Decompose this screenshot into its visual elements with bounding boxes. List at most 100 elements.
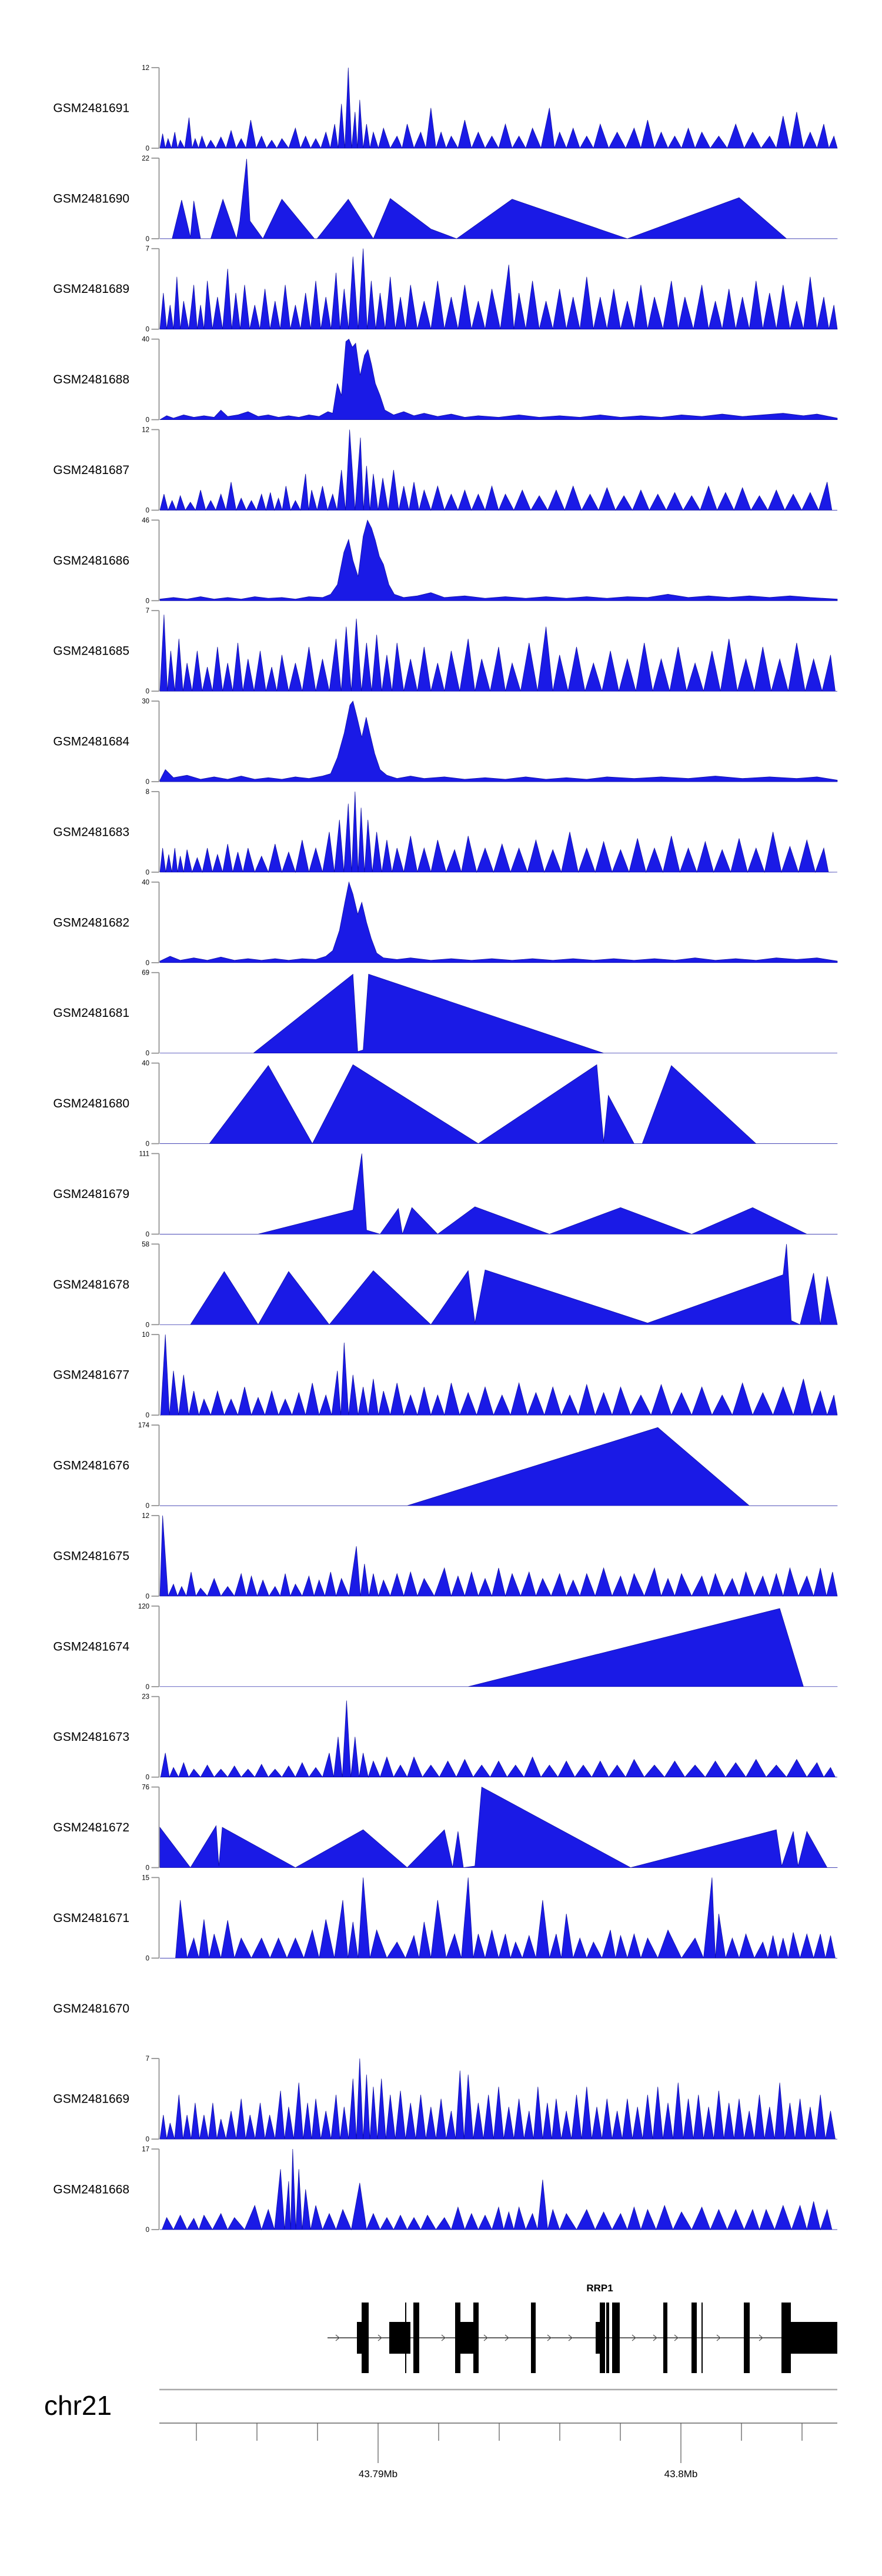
- track-label: GSM2481684: [53, 735, 129, 749]
- yaxis-zero-label: 0: [146, 1684, 149, 1691]
- track-GSM2481687: GSM2481687 12 0: [53, 426, 838, 514]
- coverage-area: [159, 339, 838, 420]
- exon-block: [791, 2322, 837, 2354]
- track-GSM2481678: GSM2481678 58 0: [53, 1241, 838, 1329]
- yaxis-zero-label: 0: [146, 326, 149, 333]
- coverage-area: [159, 1064, 838, 1144]
- track-GSM2481676: GSM2481676 174 0: [53, 1422, 838, 1510]
- coverage-area: [159, 429, 838, 511]
- track-GSM2481685: GSM2481685 7 0: [53, 608, 838, 695]
- exon-block: [606, 2303, 609, 2373]
- coverage-area: [159, 881, 838, 963]
- coverage-area: [160, 1877, 837, 1959]
- strand-arrow-icon: [568, 2334, 573, 2341]
- yaxis-zero-label: 0: [146, 507, 149, 514]
- yaxis-max-label: 17: [142, 2146, 149, 2153]
- track-label: GSM2481683: [53, 825, 129, 839]
- coverage-area: [159, 2058, 838, 2140]
- track-label: GSM2481680: [53, 1097, 129, 1110]
- track-label: GSM2481686: [53, 554, 129, 568]
- yaxis-zero-label: 0: [146, 2136, 149, 2143]
- track-label: GSM2481688: [53, 373, 129, 386]
- track-label: GSM2481691: [53, 102, 129, 115]
- yaxis-max-label: 76: [142, 1784, 149, 1791]
- track-GSM2481675: GSM2481675 12 0: [53, 1513, 838, 1600]
- track-GSM2481683: GSM2481683 8 0: [53, 789, 838, 876]
- track-label: GSM2481672: [53, 1821, 129, 1834]
- track-label: GSM2481679: [53, 1187, 129, 1201]
- strand-arrow-icon: [759, 2334, 763, 2341]
- yaxis-max-label: 8: [146, 789, 149, 796]
- yaxis-max-label: 40: [142, 1060, 149, 1067]
- exon-block: [473, 2303, 479, 2373]
- strand-arrow-icon: [716, 2334, 721, 2341]
- track-GSM2481690: GSM2481690 22 0: [53, 155, 838, 243]
- coverage-area: [159, 67, 838, 149]
- track-label: GSM2481678: [53, 1278, 129, 1292]
- track-GSM2481681: GSM2481681 69 0: [53, 970, 837, 1057]
- yaxis-max-label: 40: [142, 879, 149, 886]
- track-GSM2481669: GSM2481669 7 0: [53, 2056, 838, 2143]
- track-GSM2481679: GSM2481679 111 0: [53, 1150, 838, 1238]
- track-GSM2481671: GSM2481671 15 0: [53, 1874, 837, 1962]
- track-GSM2481689: GSM2481689 7 0: [53, 246, 838, 333]
- coverage-area: [159, 1153, 838, 1234]
- coverage-area: [159, 248, 838, 330]
- coverage-area: [159, 519, 838, 601]
- coverage-area: [159, 1334, 838, 1416]
- yaxis-zero-label: 0: [146, 1141, 149, 1148]
- coverage-area: [159, 2148, 838, 2231]
- axis-position-label: 43.8Mb: [664, 2468, 698, 2480]
- yaxis-max-label: 58: [142, 1241, 149, 1248]
- track-GSM2481672: GSM2481672 76 0: [53, 1784, 838, 1872]
- track-label: GSM2481674: [53, 1640, 129, 1653]
- track-label: GSM2481681: [53, 1006, 129, 1020]
- track-GSM2481682: GSM2481682 40 0: [53, 879, 838, 967]
- track-GSM2481684: GSM2481684 30 0: [53, 698, 838, 786]
- exon-block: [691, 2303, 697, 2373]
- coverage-area: [159, 1244, 838, 1325]
- yaxis-zero-label: 0: [146, 688, 149, 695]
- yaxis-zero-label: 0: [146, 1865, 149, 1872]
- track-label: GSM2481682: [53, 916, 129, 929]
- yaxis-zero-label: 0: [146, 1955, 149, 1962]
- coverage-area: [159, 1427, 838, 1506]
- exon-block: [389, 2322, 410, 2354]
- yaxis-zero-label: 0: [146, 145, 149, 152]
- track-label: GSM2481690: [53, 192, 129, 205]
- yaxis-max-label: 120: [138, 1603, 149, 1610]
- track-GSM2481670: GSM2481670: [53, 2002, 129, 2016]
- track-GSM2481673: GSM2481673 23 0: [53, 1694, 838, 1781]
- coverage-area: [159, 700, 838, 782]
- strand-arrow-icon: [632, 2334, 636, 2341]
- yaxis-max-label: 111: [139, 1150, 149, 1157]
- strand-arrow-icon: [505, 2334, 509, 2341]
- strand-arrow-icon: [653, 2334, 657, 2341]
- yaxis-zero-label: 0: [146, 2227, 149, 2234]
- strand-arrow-icon: [547, 2334, 552, 2341]
- track-label: GSM2481676: [53, 1459, 129, 1473]
- track-GSM2481688: GSM2481688 40 0: [53, 336, 838, 424]
- track-GSM2481691: GSM2481691 12 0: [53, 65, 838, 152]
- yaxis-max-label: 7: [146, 246, 149, 253]
- coverage-area: [159, 791, 838, 873]
- yaxis-max-label: 12: [142, 426, 149, 433]
- strand-arrow-icon: [441, 2334, 446, 2341]
- track-label: GSM2481689: [53, 282, 129, 296]
- strand-arrow-icon: [335, 2334, 340, 2341]
- track-GSM2481680: GSM2481680 40 0: [53, 1060, 838, 1148]
- track-label: GSM2481685: [53, 645, 129, 658]
- track-label: GSM2481677: [53, 1369, 129, 1382]
- strand-arrow-icon: [674, 2334, 679, 2341]
- yaxis-zero-label: 0: [146, 869, 149, 876]
- yaxis-zero-label: 0: [146, 236, 149, 243]
- coverage-area: [159, 159, 838, 240]
- exon-block: [413, 2303, 419, 2373]
- track-label: GSM2481669: [53, 2093, 129, 2106]
- yaxis-zero-label: 0: [146, 1503, 149, 1510]
- exon-block: [405, 2303, 406, 2373]
- yaxis-max-label: 30: [142, 698, 149, 705]
- yaxis-zero-label: 0: [146, 1231, 149, 1238]
